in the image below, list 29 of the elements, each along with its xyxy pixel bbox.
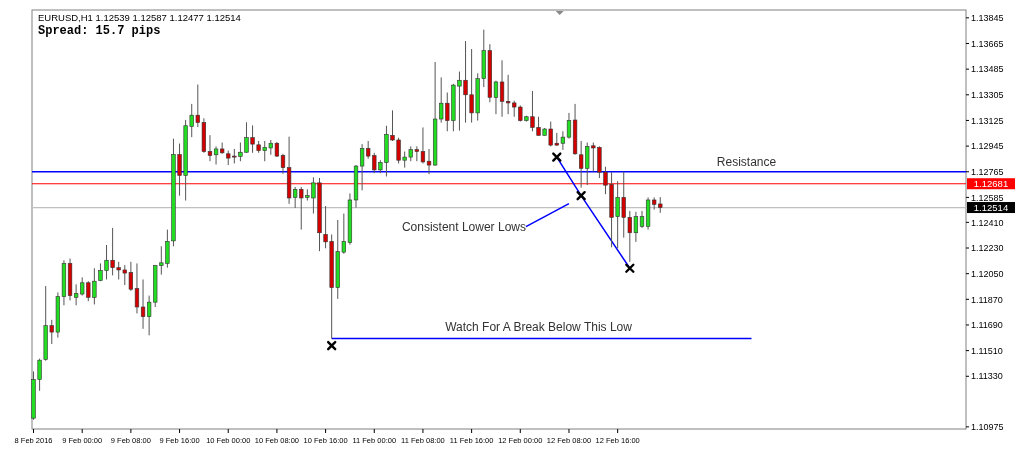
point <box>625 263 635 273</box>
y-tick-label: 1.10975 <box>971 422 1004 433</box>
y-tick-label: 1.12765 <box>971 166 1004 177</box>
y-tick-label: 1.12050 <box>971 268 1004 279</box>
y-tick-label: 1.13665 <box>971 38 1004 49</box>
text: Spread: 15.7 pips <box>38 24 161 38</box>
chart-title: EURUSD,H1 1.12539 1.12587 1.12477 1.12514 <box>38 12 241 23</box>
y-tick-label: 1.11510 <box>971 345 1003 356</box>
y-tick-label: 1.12585 <box>971 192 1004 203</box>
y-tick-label: 1.13305 <box>971 90 1004 100</box>
y-tick-label: 1.13125 <box>971 115 1004 126</box>
ref-line-label: 1.12681 <box>973 178 1009 190</box>
annotation: Consistent Lower Lows <box>401 219 526 234</box>
y-tick-label: 1.12410 <box>971 217 1004 228</box>
y-tick-label: 1.13485 <box>971 64 1004 75</box>
y-tick-label: 1.12945 <box>971 141 1004 152</box>
ref-line-label: 1.12514 <box>973 202 1009 214</box>
candlestick <box>207 134 213 162</box>
y-tick-label: 1.12230 <box>971 243 1004 254</box>
annotation: Watch For A Break Below This Low <box>445 319 633 334</box>
point <box>552 152 562 162</box>
y-tick-label: 1.11330 <box>971 371 1003 382</box>
y-tick-label: 1.11690 <box>971 320 1003 331</box>
y-tick-label: 1.11870 <box>971 294 1003 305</box>
candlestick <box>280 153 286 175</box>
point <box>326 340 337 351</box>
ref-line-label: Resistance <box>716 154 777 169</box>
point <box>576 191 586 201</box>
y-tick-label: 1.13845 <box>971 13 1004 24</box>
